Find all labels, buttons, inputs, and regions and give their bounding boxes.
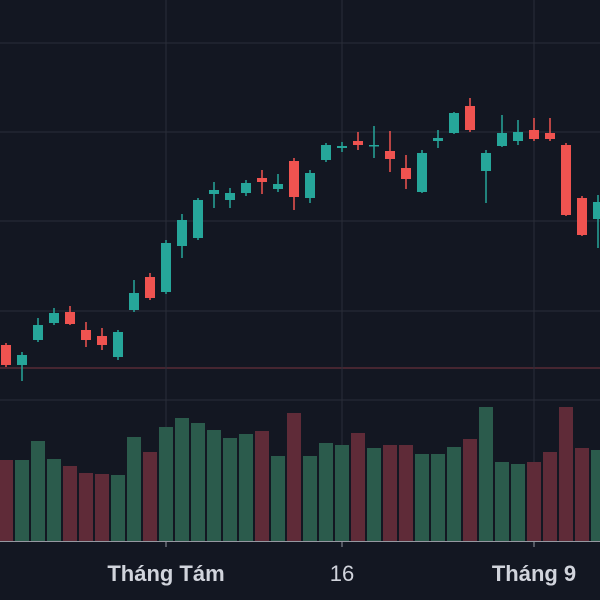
candle-body xyxy=(497,133,507,146)
volume-bar xyxy=(191,423,205,541)
volume-bar xyxy=(31,441,45,541)
volume-bar xyxy=(479,407,493,541)
candle-body xyxy=(241,183,251,193)
candle-body xyxy=(513,132,523,141)
volume-bar xyxy=(271,456,285,541)
volume-bar xyxy=(399,445,413,541)
candle-body xyxy=(161,243,171,292)
volume-bar xyxy=(111,475,125,541)
candle-body xyxy=(1,345,11,365)
volume-bar xyxy=(383,445,397,541)
volume-bar xyxy=(207,430,221,541)
x-tick-label: Tháng 9 xyxy=(492,561,576,586)
candle-body xyxy=(481,153,491,171)
volume-bar xyxy=(175,418,189,541)
volume-bar xyxy=(0,460,13,541)
candle-body xyxy=(193,200,203,238)
volume-bar xyxy=(47,459,61,541)
volume-bar xyxy=(463,439,477,541)
candle-body xyxy=(353,141,363,145)
candle-body xyxy=(305,173,315,198)
candle-body xyxy=(129,293,139,310)
plot xyxy=(0,98,600,541)
candle-body xyxy=(145,277,155,298)
volume-bar xyxy=(95,474,109,541)
candle-body xyxy=(257,178,267,182)
volume-bar xyxy=(15,460,29,541)
candle-body xyxy=(321,145,331,160)
x-tick-label: 16 xyxy=(330,561,354,586)
candle-body xyxy=(209,190,219,194)
candle-body xyxy=(529,130,539,139)
candle-body xyxy=(273,184,283,189)
volume-bar xyxy=(495,462,509,541)
candle-body xyxy=(81,330,91,340)
candle-body xyxy=(465,106,475,130)
candle-body xyxy=(593,202,600,219)
volume-bar xyxy=(303,456,317,541)
volume-bar xyxy=(79,473,93,541)
volume-bar xyxy=(255,431,269,541)
volume-bar xyxy=(543,452,557,541)
x-tick-label: Tháng Tám xyxy=(107,561,224,586)
candle-body xyxy=(49,313,59,323)
volume-bar xyxy=(511,464,525,541)
candle-body xyxy=(177,220,187,246)
candle-body xyxy=(17,355,27,365)
candle-body xyxy=(113,332,123,357)
volume-bar xyxy=(287,413,301,541)
volume-bar xyxy=(143,452,157,541)
volume-bar xyxy=(319,443,333,541)
candle-body xyxy=(401,168,411,179)
candle-body xyxy=(97,336,107,345)
volume-bar xyxy=(415,454,429,541)
volume-bar xyxy=(527,462,541,541)
candle-body xyxy=(561,145,571,215)
volume-bar xyxy=(559,407,573,541)
candle-body xyxy=(433,138,443,141)
candle-body xyxy=(385,151,395,159)
volume-bar xyxy=(367,448,381,541)
candle-body xyxy=(33,325,43,340)
volume-bar xyxy=(351,433,365,541)
candle-body xyxy=(225,193,235,200)
volume-bar xyxy=(127,437,141,541)
volume-bar xyxy=(159,427,173,541)
volume-bar xyxy=(431,454,445,541)
candle-body xyxy=(65,312,75,324)
candle-body xyxy=(449,113,459,133)
volume-bar xyxy=(223,438,237,541)
volume-bar xyxy=(591,450,600,541)
candle-body xyxy=(545,133,555,139)
candle-body xyxy=(369,145,379,147)
volume-bar xyxy=(63,466,77,541)
volume-bar xyxy=(575,448,589,541)
volume-bar xyxy=(239,434,253,541)
candle-body xyxy=(577,198,587,235)
volume-bar xyxy=(447,447,461,541)
candle-body xyxy=(337,146,347,148)
volume-bar xyxy=(335,445,349,541)
candle-body xyxy=(289,161,299,197)
candle-body xyxy=(417,153,427,192)
